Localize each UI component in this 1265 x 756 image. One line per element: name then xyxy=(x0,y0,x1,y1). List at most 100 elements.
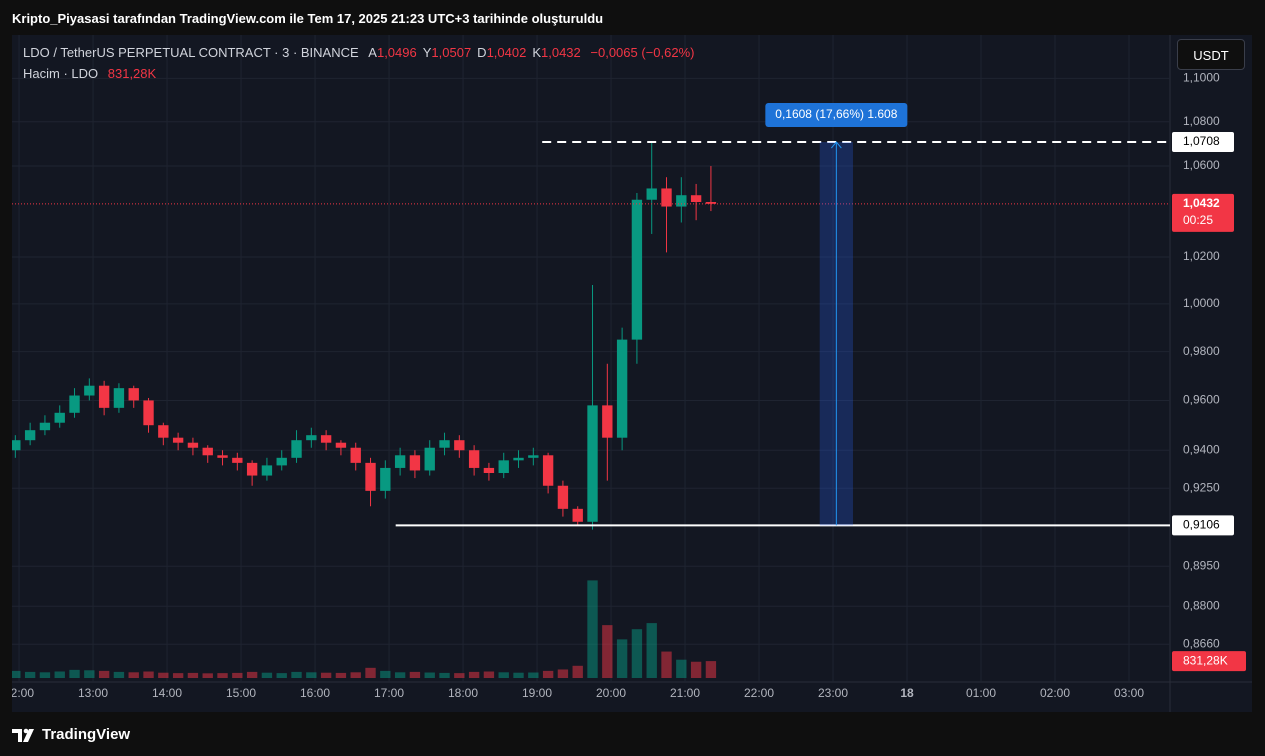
candle-body xyxy=(676,195,687,207)
volume-last: 831,28K xyxy=(107,66,157,81)
x-tick-label: 16:00 xyxy=(300,686,330,700)
symbol: LDO / TetherUS PERPETUAL CONTRACT · 3 · … xyxy=(23,45,359,60)
candle-body xyxy=(365,462,376,491)
candle-body xyxy=(424,447,435,471)
x-tick-label: 17:00 xyxy=(374,686,404,700)
ohlc-key: D xyxy=(477,45,487,60)
volume-bar xyxy=(261,672,273,678)
candle-body xyxy=(24,430,36,441)
volume-bar xyxy=(12,670,21,678)
y-tick-label: 0,8660 xyxy=(1183,636,1220,650)
ohlc-value: 1,0496 xyxy=(376,45,417,60)
candle-body xyxy=(690,195,702,203)
volume-bar xyxy=(498,672,509,678)
y-tick-label: 1,0000 xyxy=(1183,296,1220,310)
candle-body xyxy=(631,199,643,340)
y-tick-label: 0,9250 xyxy=(1183,480,1220,494)
candle-body xyxy=(187,442,199,448)
volume-bar xyxy=(172,673,184,678)
candle-body xyxy=(261,465,273,476)
snapshot-title: Kripto_Piyasasi tarafından TradingView.c… xyxy=(12,11,604,26)
candle-body xyxy=(350,447,361,463)
volume-bar xyxy=(661,651,672,678)
measure-label: 0,1608 (17,66%) 1.608 xyxy=(775,107,897,121)
candle-body xyxy=(468,450,480,468)
candle-body xyxy=(69,395,80,413)
x-tick-label: 15:00 xyxy=(226,686,256,700)
y-tick-label: 1,0800 xyxy=(1183,114,1220,128)
volume-bar xyxy=(468,671,480,678)
x-tick-label: 21:00 xyxy=(670,686,700,700)
candle-body xyxy=(246,462,258,476)
candle-body xyxy=(217,455,228,458)
x-tick-label: 22:00 xyxy=(744,686,774,700)
candle-body xyxy=(661,188,672,207)
volume-bar xyxy=(602,625,613,678)
candle-body xyxy=(528,455,539,458)
volume-bar xyxy=(335,672,347,678)
ohlc-value: 1,0507 xyxy=(431,45,472,60)
x-tick-label: 12:00 xyxy=(12,686,34,700)
volume-bar xyxy=(187,672,199,678)
volume-bar xyxy=(676,659,687,678)
volume-bar xyxy=(557,669,569,678)
volume-bar xyxy=(439,672,450,678)
volume-bar xyxy=(54,671,65,678)
volume-bar xyxy=(276,673,287,678)
volume-bar xyxy=(232,672,243,678)
volume-bar xyxy=(24,671,36,678)
candle-body xyxy=(158,425,169,438)
ohlc-value: 1,0432 xyxy=(541,45,581,60)
x-tick-label: 18:00 xyxy=(448,686,478,700)
y-tick-label: 0,9400 xyxy=(1183,442,1220,456)
candle-body xyxy=(616,339,628,438)
candle-body xyxy=(232,457,243,463)
volume-bar xyxy=(424,672,435,678)
candle-body xyxy=(498,460,509,474)
logo xyxy=(12,728,34,742)
ohlc-key: K xyxy=(532,45,541,60)
x-tick-label: 02:00 xyxy=(1040,686,1070,700)
volume-bar xyxy=(528,672,539,678)
x-tick-label: 13:00 xyxy=(78,686,108,700)
candle-body xyxy=(306,435,317,441)
volume-bar xyxy=(158,672,169,678)
last-price-label: 1,0432 xyxy=(1183,196,1220,210)
x-tick-label: 14:00 xyxy=(152,686,182,700)
change: −0,0065 (−0,62%) xyxy=(590,45,695,60)
candle-body xyxy=(483,467,495,474)
x-tick-label: 20:00 xyxy=(596,686,626,700)
candle-body xyxy=(84,385,95,396)
volume-bar xyxy=(113,671,125,678)
currency-button[interactable]: USDT xyxy=(1177,39,1245,70)
y-tick-label: 0,8950 xyxy=(1183,558,1220,572)
volume-bar xyxy=(483,671,495,678)
x-tick-label: 23:00 xyxy=(818,686,848,700)
candle-body xyxy=(202,447,213,456)
candle-body xyxy=(276,457,287,466)
candle-body xyxy=(409,455,421,471)
volume-bar xyxy=(380,670,391,678)
countdown: 00:25 xyxy=(1183,213,1213,227)
volume-bar xyxy=(98,670,110,678)
volume-bar xyxy=(394,672,406,678)
candle-body xyxy=(454,440,465,451)
x-tick-label: 03:00 xyxy=(1114,686,1144,700)
line-price-box xyxy=(1172,132,1234,153)
volume-bar xyxy=(454,673,465,678)
volume-bar xyxy=(128,672,139,678)
volume-bar xyxy=(306,672,317,678)
volume-bar xyxy=(409,671,421,678)
candle-body xyxy=(54,412,65,423)
candle-body xyxy=(143,400,154,426)
volume-name: Hacim · LDO xyxy=(23,66,99,81)
last-price-box xyxy=(1172,193,1234,232)
candle-body xyxy=(291,440,302,458)
volume-bar xyxy=(202,673,213,678)
x-tick-label: 18 xyxy=(900,686,914,700)
candle-body xyxy=(705,202,717,204)
line-price-box xyxy=(1172,515,1234,536)
candle-body xyxy=(128,388,139,401)
volume-bar xyxy=(542,670,554,678)
